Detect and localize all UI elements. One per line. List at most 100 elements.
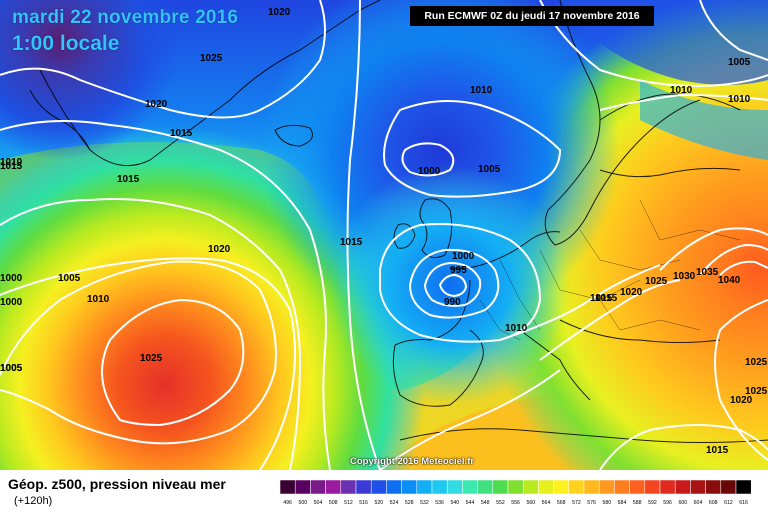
color-swatch [538,480,554,495]
color-scale-tick: 584 [618,500,627,506]
color-scale-tick: 552 [496,500,505,506]
color-swatch [446,480,463,495]
isobar-label: 1005 [58,273,81,284]
isobar-label: 1025 [200,53,223,64]
color-swatch [462,480,478,495]
color-scale-tick: 520 [374,500,383,506]
isobar-label: 1020 [268,7,291,18]
isobar-label: 1025 [745,357,768,368]
isobar-label: 1005 [0,363,23,374]
color-swatch [553,480,570,495]
isobar-label: 1015 [340,237,363,248]
isobar-label: 1010 [505,323,528,334]
color-swatch [492,480,509,495]
color-scale-tick: 600 [678,500,687,506]
color-scale-tick: 528 [405,500,414,506]
isobar-label: 1015 [117,174,140,185]
copyright-notice: Copyright 2016 Meteociel.fr [350,456,475,467]
color-swatch [401,480,418,495]
color-scale-tick: 548 [481,500,490,506]
color-scale-tick: 504 [314,500,323,506]
color-swatch [507,480,524,495]
color-scale-tick: 604 [694,500,703,506]
isobar-label: 1035 [696,267,719,278]
color-swatch [720,480,737,495]
color-scale-tick: 596 [663,500,672,506]
forecast-time: 1:00 locale [12,32,120,55]
isobar-label: 1015 [590,293,613,304]
color-scale-tick: 536 [435,500,444,506]
color-swatch [690,480,706,495]
color-scale-tick: 556 [511,500,520,506]
color-scale-tick: 540 [450,500,459,506]
color-scale-tick: 580 [602,500,611,506]
model-run-info: Run ECMWF 0Z du jeudi 17 novembre 2016 [410,6,654,26]
isobar-label: 1015 [170,128,193,139]
color-swatch [568,480,585,495]
isobar-label: 1020 [208,244,231,255]
color-scale-tick: 608 [709,500,718,506]
isobar-label: 1005 [0,363,23,374]
isobar-label: 1005 [478,164,501,175]
color-scale-tick: 616 [739,500,748,506]
isobar-label: 1020 [620,287,643,298]
color-swatch [629,480,646,495]
color-scale-tick: 564 [542,500,551,506]
isobar-label: 1010 [0,157,23,168]
color-swatch [705,480,722,495]
legend-title: Géop. z500, pression niveau mer [8,476,226,492]
isobar-label: 990 [444,297,461,308]
color-swatch [370,480,387,495]
color-scale-bar: 496 500 504 508 512 516 520 524 528 532 536 540 544 5… [279,480,752,506]
isobar-label: 1020 [145,99,168,110]
isobar-label: 1000 [0,297,23,308]
isobar-label: 995 [450,265,467,276]
color-swatch [614,480,630,495]
color-scale-tick: 508 [329,500,338,506]
color-scale-tick: 516 [359,500,368,506]
isobar-label: 1010 [728,94,751,105]
color-scale-tick: 576 [587,500,596,506]
color-swatch [355,480,372,495]
color-swatch [644,480,661,495]
coastlines [29,0,768,443]
color-swatch [340,480,357,495]
isobar-label: 1000 [418,166,441,177]
isobar-label: 1010 [670,85,693,96]
isobar-label: 1010 [470,85,493,96]
color-scale-tick: 592 [648,500,657,506]
color-scale-tick: 496 [283,500,292,506]
color-swatch [735,480,752,495]
isobar-labels: 1020102510201015101510101005101010151020… [0,7,768,456]
isobar-label: 1015 [595,293,618,304]
color-scale-tick: 612 [724,500,733,506]
pressure-map: 1020102510201015101510101005101010151020… [0,0,768,470]
color-swatch [522,480,539,495]
isobar-label: 1005 [728,57,751,68]
isobar-label: 1000 [0,273,23,284]
color-swatch [659,480,676,495]
isobar-label: 1040 [718,275,741,286]
color-scale-tick: 512 [344,500,353,506]
color-swatch [431,480,448,495]
isobar-label: 1015 [0,161,23,172]
color-scale-tick: 500 [298,500,307,506]
color-swatch [294,480,311,495]
color-swatch [416,480,433,495]
color-scale-tick: 568 [557,500,566,506]
forecast-date: mardi 22 novembre 2016 [12,7,239,28]
color-swatch [674,480,691,495]
color-swatch [477,480,494,495]
color-swatch [583,480,600,495]
color-swatch [386,480,402,495]
isobar-label: 1025 [140,353,163,364]
isobar-label: 1015 [706,445,729,456]
color-swatch [598,480,615,495]
isobar-label: 1025 [645,276,668,287]
isobar-label: 1010 [87,294,110,305]
isobars [0,0,768,470]
isobar-label: 1025 [745,386,768,397]
isobar-label: 1000 [452,251,475,262]
color-scale-tick: 560 [526,500,535,506]
